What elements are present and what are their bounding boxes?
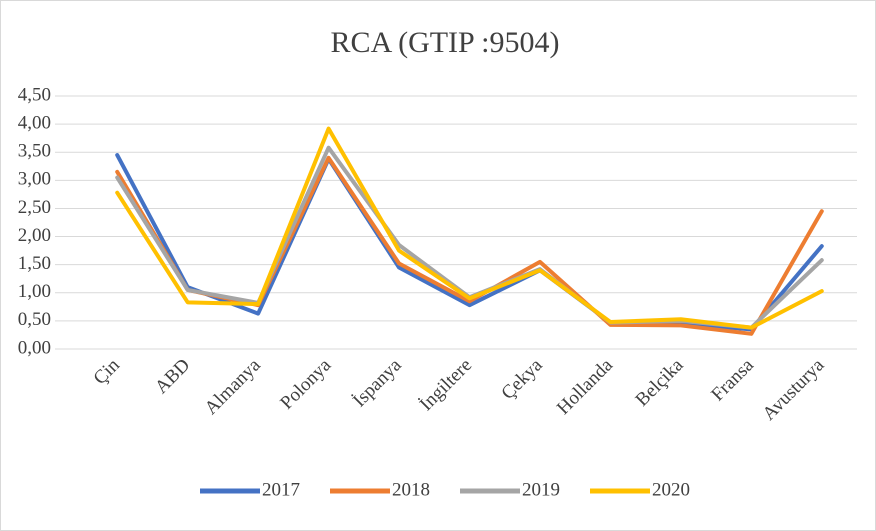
- legend-label: 2018: [392, 479, 430, 500]
- y-tick-label: 0,00: [18, 337, 51, 358]
- y-tick-label: 1,00: [18, 281, 51, 302]
- y-tick-label: 0,50: [18, 309, 51, 330]
- y-tick-label: 1,50: [18, 253, 51, 274]
- y-tick-label: 2,00: [18, 225, 51, 246]
- chart-title: RCA (GTIP :9504): [331, 26, 560, 59]
- y-tick-label: 3,00: [18, 169, 51, 190]
- y-tick-label: 2,50: [18, 197, 51, 218]
- legend-label: 2019: [522, 479, 560, 500]
- series-line: [115, 126, 824, 330]
- y-tick-label: 4,50: [18, 84, 51, 105]
- y-tick-label: 4,00: [18, 112, 51, 133]
- legend-label: 2020: [652, 479, 690, 500]
- legend-label: 2017: [262, 479, 300, 500]
- y-tick-label: 3,50: [18, 141, 51, 162]
